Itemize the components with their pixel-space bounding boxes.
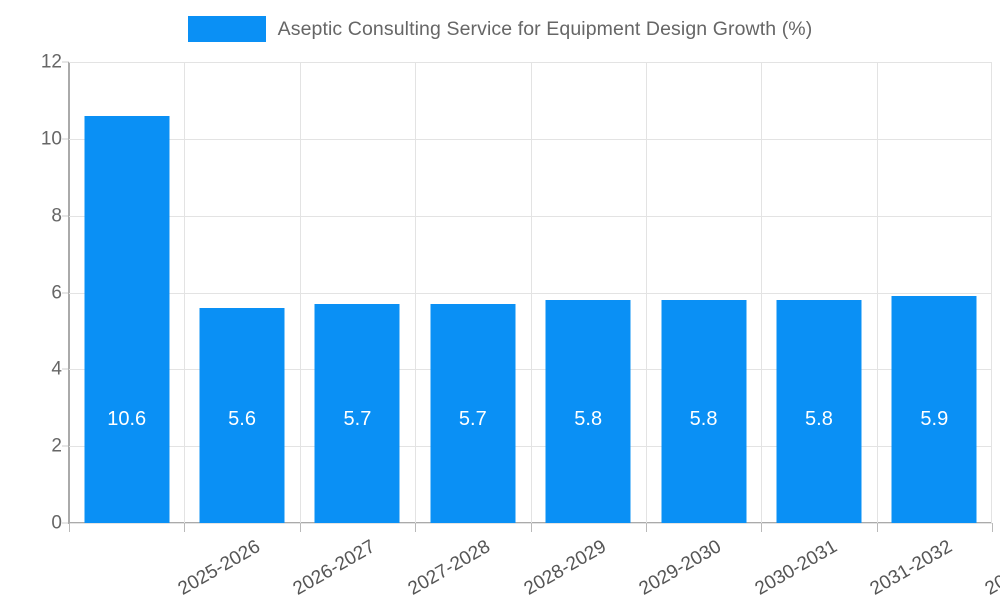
x-axis-tick-mark: [300, 523, 301, 532]
y-axis-tick-label: 4: [51, 358, 62, 380]
y-axis-tick-label: 12: [40, 51, 62, 73]
y-axis-tick-mark: [62, 215, 69, 217]
bar[interactable]: 5.9: [891, 296, 977, 523]
gridline-vertical: [877, 62, 878, 523]
y-axis-tick-label: 0: [51, 512, 62, 534]
y-axis-tick-mark: [62, 445, 69, 447]
bar[interactable]: 5.6: [199, 307, 285, 523]
bar-slot: 5.8: [761, 62, 876, 523]
bar-value-label: 5.8: [805, 408, 833, 430]
y-axis-ticks: 0 2 4 6 8 10 12: [0, 53, 69, 533]
bar[interactable]: 5.8: [776, 300, 862, 523]
x-axis-tick-label: 2025-2026: [174, 536, 264, 600]
bar-slot: 5.8: [531, 62, 646, 523]
x-axis-tick-mark: [184, 523, 185, 532]
bar[interactable]: 5.7: [314, 304, 400, 523]
gridline-vertical: [415, 62, 416, 523]
x-axis-tick-mark: [992, 523, 993, 532]
bar[interactable]: 10.6: [84, 115, 170, 523]
x-axis-tick-mark: [877, 523, 878, 532]
gridline-vertical: [646, 62, 647, 523]
gridline-horizontal: [69, 369, 992, 371]
x-axis-tick-label: 2032-2033: [981, 536, 1000, 600]
x-axis-tick-mark: [69, 523, 70, 532]
bar[interactable]: 5.8: [545, 300, 631, 523]
bar-slot: 5.7: [300, 62, 415, 523]
x-axis-tick-label: 2031-2032: [866, 536, 956, 600]
x-axis-tick-label: 2030-2031: [751, 536, 841, 600]
bar-value-label: 5.8: [574, 408, 603, 430]
y-axis-tick-label: 2: [51, 435, 62, 457]
y-axis-tick-label: 10: [40, 128, 62, 150]
gridline-horizontal: [69, 62, 992, 63]
bar-value-label: 5.7: [343, 408, 372, 430]
x-axis-tick-label: 2026-2027: [289, 536, 379, 600]
plot-area: 10.6 5.6 5.7 5.7 5.8 5.8 5.8 5.9: [69, 62, 992, 524]
y-axis-tick-label: 8: [51, 205, 62, 227]
x-axis-tick-mark: [761, 523, 762, 532]
bar-slot: 5.7: [415, 62, 530, 523]
legend-label: Aseptic Consulting Service for Equipment…: [277, 17, 813, 40]
x-axis-tick-mark: [646, 523, 647, 532]
bar-value-label: 5.7: [458, 408, 487, 430]
x-axis-tick-mark: [531, 523, 532, 532]
y-axis-tick-mark: [62, 61, 69, 63]
bar-value-label: 5.8: [689, 408, 718, 430]
chart-legend: Aseptic Consulting Service for Equipment…: [0, 0, 1000, 58]
legend-color-swatch: [187, 16, 266, 42]
y-axis-tick-mark: [62, 138, 69, 140]
bar[interactable]: 5.8: [661, 300, 747, 523]
y-axis-tick-label: 6: [51, 282, 62, 303]
legend-item[interactable]: Aseptic Consulting Service for Equipment…: [187, 16, 813, 42]
bar[interactable]: 5.7: [430, 304, 516, 523]
gridline-horizontal: [69, 292, 992, 294]
gridline-vertical: [184, 62, 185, 523]
bar-value-label: 5.6: [228, 408, 256, 430]
bar-value-label: 10.6: [107, 408, 147, 430]
gridline-vertical: [300, 62, 301, 523]
bar-value-label: 5.9: [920, 408, 949, 430]
bar-slot: 5.8: [646, 62, 761, 523]
bar-slot: 5.9: [877, 62, 992, 523]
x-axis-tick-label: 2028-2029: [520, 536, 610, 600]
x-axis-tick-label: 2027-2028: [405, 536, 495, 600]
x-axis-tick-label: 2029-2030: [635, 536, 726, 600]
y-axis-tick-mark: [62, 368, 69, 370]
gridline-horizontal: [69, 523, 992, 524]
gridline-vertical: [531, 62, 532, 523]
x-axis-ticks: 2025-2026 2026-2027 2027-2028 2028-2029 2029…: [69, 523, 1000, 600]
bar-slot: 5.6: [184, 62, 299, 523]
gridline-horizontal: [69, 215, 992, 217]
gridline-horizontal: [69, 138, 992, 140]
gridline-vertical: [761, 62, 762, 523]
y-axis-tick-mark: [62, 522, 69, 524]
bar-slot: 10.6: [69, 62, 184, 523]
plot-right-edge: [991, 62, 992, 523]
y-axis-tick-mark: [62, 292, 69, 293]
gridline-horizontal: [69, 446, 992, 448]
x-axis-tick-mark: [415, 523, 416, 532]
bar-series: 10.6 5.6 5.7 5.7 5.8 5.8 5.8 5.9: [69, 62, 992, 523]
